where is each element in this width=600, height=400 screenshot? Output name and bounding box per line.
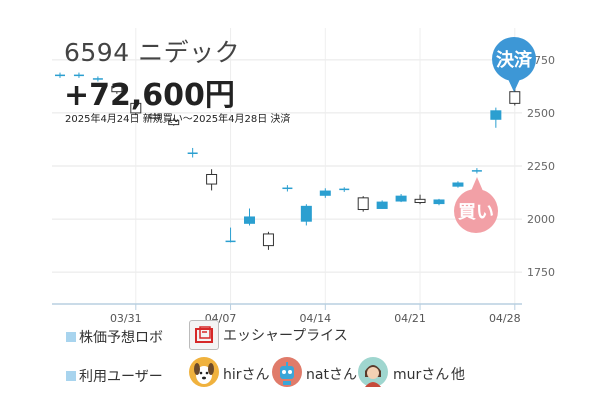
x-tick-label: 03/31 xyxy=(110,312,142,325)
dog-avatar-icon[interactable] xyxy=(189,357,219,387)
x-tick-label: 04/21 xyxy=(394,312,426,325)
candle-body xyxy=(300,205,312,222)
sell-badge: 決済 xyxy=(492,37,536,92)
bullet-square-icon xyxy=(66,371,76,381)
user-name-hir[interactable]: hirさん xyxy=(223,367,270,383)
candle-body xyxy=(319,190,331,196)
robot-label-row: 株価予想ロボ xyxy=(66,327,163,347)
candle-body xyxy=(414,198,426,204)
candle-body xyxy=(376,201,388,209)
y-tick-label: 2250 xyxy=(527,160,555,173)
bullet-square-icon xyxy=(66,332,76,342)
robot-avatar-icon[interactable] xyxy=(272,357,302,387)
candle-body xyxy=(357,197,369,211)
candle-body xyxy=(395,195,407,202)
others-label: 他 xyxy=(451,367,465,383)
users-label-row: 利用ユーザー xyxy=(66,366,163,386)
person-avatar-icon[interactable] xyxy=(358,357,388,387)
users-label: 利用ユーザー xyxy=(79,369,163,385)
profit-amount: +72,600円 xyxy=(64,78,235,113)
buy-badge: 買い xyxy=(454,177,498,233)
robot-label: 株価予想ロボ xyxy=(79,330,163,346)
trade-period: 2025年4月24日 新規買い〜2025年4月28日 決済 xyxy=(65,114,291,125)
candle-body xyxy=(452,182,464,187)
candle-body xyxy=(149,114,161,119)
candle-body xyxy=(244,216,255,224)
candle-body xyxy=(168,119,180,126)
candles xyxy=(55,72,521,250)
stock-title: 6594 ニデック xyxy=(64,38,241,67)
candle-body xyxy=(111,85,123,93)
robot-logo-icon[interactable] xyxy=(189,320,219,350)
robot-name-link[interactable]: エッシャープライス xyxy=(223,328,348,344)
x-tick-label: 04/28 xyxy=(489,312,521,325)
x-tick-label: 04/14 xyxy=(299,312,331,325)
y-tick-label: 2000 xyxy=(527,213,555,226)
candle-body xyxy=(262,233,274,247)
candle-body xyxy=(206,173,218,185)
candle-body xyxy=(130,102,142,114)
user-name-nat[interactable]: natさん xyxy=(306,367,357,383)
candle-body xyxy=(509,91,521,104)
candle-body xyxy=(433,199,445,205)
y-tick-label: 2500 xyxy=(527,107,555,120)
y-tick-label: 1750 xyxy=(527,266,555,279)
candle-body xyxy=(490,110,502,120)
user-name-mur[interactable]: murさん xyxy=(393,367,450,383)
